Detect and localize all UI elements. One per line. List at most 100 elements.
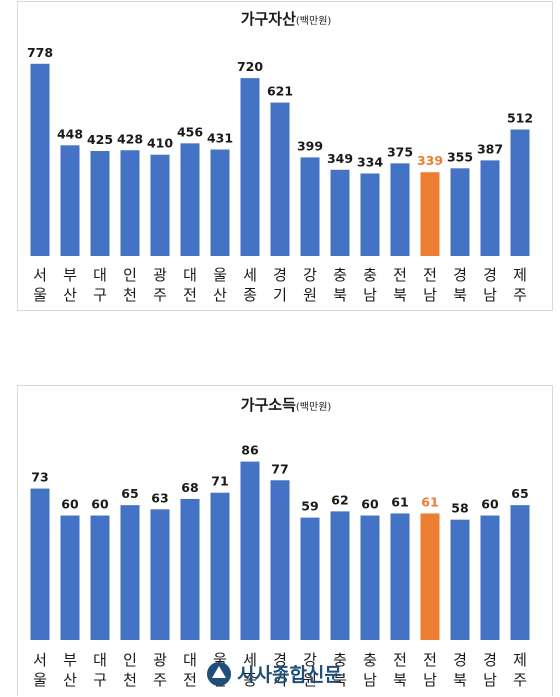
income-value-label: 60 xyxy=(361,497,379,512)
assets-value-label: 425 xyxy=(87,132,113,147)
assets-value-label: 428 xyxy=(117,131,143,146)
assets-bar-경남 xyxy=(480,160,500,256)
assets-bar-강원 xyxy=(300,157,320,256)
income-chart-panel: 가구소득(백만원) 73서울60부산60대구65인천63광주68대전71울산86… xyxy=(17,385,553,696)
assets-value-label: 456 xyxy=(177,124,203,139)
income-value-label: 63 xyxy=(151,490,168,505)
assets-bar-전남 xyxy=(420,172,440,256)
assets-value-label: 410 xyxy=(147,136,173,151)
income-value-label: 65 xyxy=(511,486,528,501)
income-bar-경기 xyxy=(270,480,290,640)
income-bar-전북 xyxy=(390,513,410,640)
assets-bar-경기 xyxy=(270,102,290,256)
income-bar-경남 xyxy=(480,515,500,640)
assets-bar-대전 xyxy=(180,143,200,256)
assets-chart-panel: 가구자산(백만원) 778 서 울 448 부 산 425 대 구 428 인 천 410 광 주 456 대 전… xyxy=(17,1,553,311)
logo-text: 시사종합신문 xyxy=(237,664,342,686)
income-bar-제주 xyxy=(510,505,530,640)
assets-value-label: 334 xyxy=(357,154,383,169)
income-value-label: 62 xyxy=(331,492,348,507)
assets-value-label: 512 xyxy=(507,111,533,126)
income-value-label: 61 xyxy=(391,494,408,509)
income-value-label: 71 xyxy=(211,474,228,489)
assets-value-label: 375 xyxy=(387,144,413,159)
assets-value-label: 349 xyxy=(327,151,353,166)
assets-chart: 가구자산(백만원) 778 서 울 448 부 산 425 대 구 428 인 천 410 광 주 456 대 전… xyxy=(27,10,533,304)
logo-emblem-mark-icon xyxy=(212,666,226,678)
income-chart-title: 가구소득(백만원) xyxy=(241,396,332,414)
income-value-label: 61 xyxy=(421,494,438,509)
assets-bar-울산 xyxy=(210,149,230,256)
assets-bar-광주 xyxy=(150,154,170,256)
newspaper-logo: 시사종합신문 xyxy=(207,662,342,686)
income-bar-충북 xyxy=(330,511,350,640)
assets-value-label: 399 xyxy=(297,138,323,153)
income-chart: 가구소득(백만원) 73서울60부산60대구65인천63광주68대전71울산86… xyxy=(30,396,530,689)
assets-value-label: 355 xyxy=(447,149,473,164)
assets-value-label: 339 xyxy=(417,153,443,168)
income-bar-광주 xyxy=(150,509,170,640)
income-value-label: 86 xyxy=(241,443,259,458)
assets-value-label: 387 xyxy=(477,141,503,156)
income-bar-대전 xyxy=(180,498,200,640)
income-bar-부산 xyxy=(60,515,80,640)
income-bar-울산 xyxy=(210,492,230,640)
assets-value-label: 431 xyxy=(207,131,233,146)
assets-value-label: 448 xyxy=(57,126,83,141)
income-value-label: 73 xyxy=(31,470,48,485)
assets-bar-전북 xyxy=(390,163,410,256)
income-bar-세종 xyxy=(240,461,260,640)
assets-bar-충남 xyxy=(360,173,380,256)
assets-value-label: 720 xyxy=(237,59,263,74)
assets-bar-대구 xyxy=(90,151,110,256)
income-bar-경북 xyxy=(450,519,470,640)
income-bar-인천 xyxy=(120,505,140,640)
income-value-label: 59 xyxy=(301,499,318,514)
income-bar-전남 xyxy=(420,513,440,640)
assets-value-label: 778 xyxy=(27,45,53,60)
income-value-label: 68 xyxy=(181,480,198,495)
income-value-label: 65 xyxy=(121,486,138,501)
income-bar-서울 xyxy=(30,488,50,640)
assets-bar-부산 xyxy=(60,145,80,256)
assets-bar-인천 xyxy=(120,150,140,256)
assets-value-label: 621 xyxy=(267,84,293,99)
assets-bar-세종 xyxy=(240,78,260,256)
income-bar-충남 xyxy=(360,515,380,640)
income-bar-강원 xyxy=(300,517,320,640)
assets-bar-충북 xyxy=(330,169,350,256)
income-value-label: 60 xyxy=(481,497,499,512)
income-value-label: 58 xyxy=(451,501,468,516)
income-value-label: 60 xyxy=(91,497,109,512)
assets-bar-서울 xyxy=(30,63,50,256)
